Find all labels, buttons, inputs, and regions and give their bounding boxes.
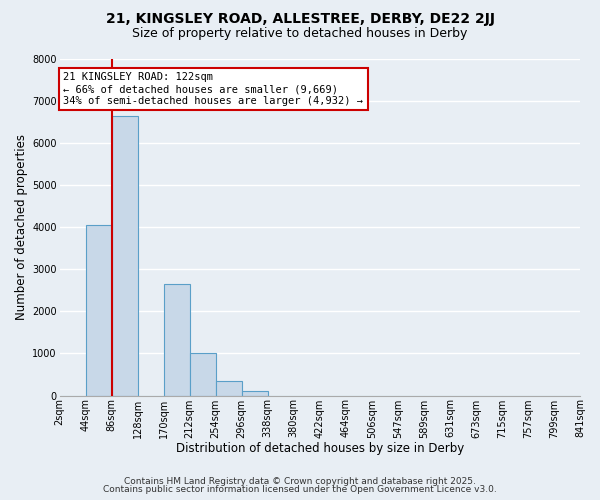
- Bar: [242, 391, 268, 396]
- Bar: [190, 354, 215, 396]
- Text: Size of property relative to detached houses in Derby: Size of property relative to detached ho…: [133, 28, 467, 40]
- X-axis label: Distribution of detached houses by size in Derby: Distribution of detached houses by size …: [176, 442, 464, 455]
- Bar: [86, 225, 112, 396]
- Bar: [164, 284, 190, 396]
- Bar: [112, 116, 137, 396]
- Text: Contains HM Land Registry data © Crown copyright and database right 2025.: Contains HM Land Registry data © Crown c…: [124, 477, 476, 486]
- Bar: [215, 382, 242, 396]
- Y-axis label: Number of detached properties: Number of detached properties: [15, 134, 28, 320]
- Text: Contains public sector information licensed under the Open Government Licence v3: Contains public sector information licen…: [103, 485, 497, 494]
- Text: 21 KINGSLEY ROAD: 122sqm
← 66% of detached houses are smaller (9,669)
34% of sem: 21 KINGSLEY ROAD: 122sqm ← 66% of detach…: [64, 72, 364, 106]
- Text: 21, KINGSLEY ROAD, ALLESTREE, DERBY, DE22 2JJ: 21, KINGSLEY ROAD, ALLESTREE, DERBY, DE2…: [106, 12, 494, 26]
